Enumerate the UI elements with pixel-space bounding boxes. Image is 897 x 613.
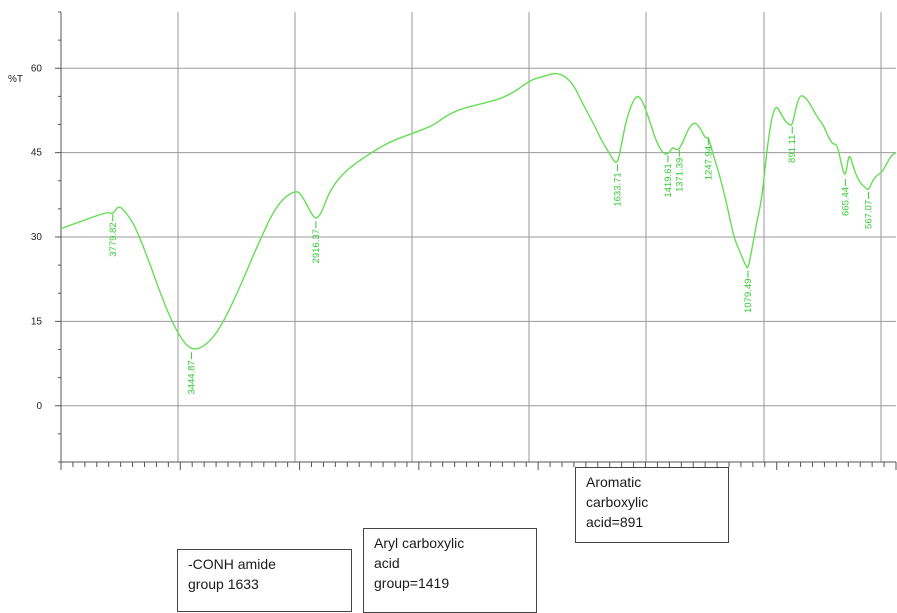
- y-tick-label: 0: [36, 401, 42, 412]
- annotation-line: acid: [374, 555, 400, 571]
- peak-label: 1419.61: [663, 163, 674, 197]
- peak-label: 1371.39: [674, 158, 685, 192]
- annotation-conh-amide: -CONH amide group 1633: [177, 549, 352, 612]
- peak-label: 3779.82: [108, 222, 119, 256]
- y-ticks: 60 45 30 15 0: [31, 11, 61, 463]
- y-tick-label: 45: [31, 148, 43, 159]
- annotation-aryl-carboxylic: Aryl carboxylic acid group=1419: [363, 528, 537, 613]
- ir-spectrum-chart: 60 45 30 15 0 %T 3779.82 3444.87 2916.37 1633.7…: [8, 11, 897, 470]
- annotation-line: carboxylic: [586, 494, 649, 510]
- y-axis-label: %T: [8, 74, 23, 85]
- x-ticks: [60, 462, 897, 470]
- peak-label: 891.11: [787, 135, 798, 163]
- annotation-line: Aryl carboxylic: [374, 535, 465, 551]
- annotation-line: group 1633: [188, 576, 259, 592]
- y-tick-label: 30: [31, 232, 43, 243]
- spectrum-line-series-0: [60, 72, 897, 350]
- annotation-line: Aromatic: [586, 474, 642, 490]
- peak-label: 665.44: [840, 187, 851, 216]
- grid-lines: [61, 12, 896, 462]
- peak-label: 1633.71: [613, 172, 624, 206]
- peak-label: 3444.87: [187, 360, 198, 394]
- peak-labels-group: 3779.82 3444.87 2916.37 1633.71 1419.61 1371.…: [108, 126, 875, 395]
- series-group: [60, 72, 897, 350]
- peak-label: 1247.94: [703, 146, 714, 180]
- y-tick-label: 60: [31, 63, 43, 74]
- annotation-line: -CONH amide: [188, 556, 276, 572]
- peak-label: 567.07: [864, 200, 875, 229]
- peak-label: 1079.49: [743, 279, 754, 313]
- peak-label: 2916.37: [311, 229, 322, 263]
- annotation-line: acid=891: [586, 514, 644, 530]
- annotation-aromatic-carboxylic: Aromatic carboxylic acid=891: [575, 467, 729, 543]
- annotation-line: group=1419: [374, 575, 450, 591]
- y-tick-label: 15: [31, 316, 43, 327]
